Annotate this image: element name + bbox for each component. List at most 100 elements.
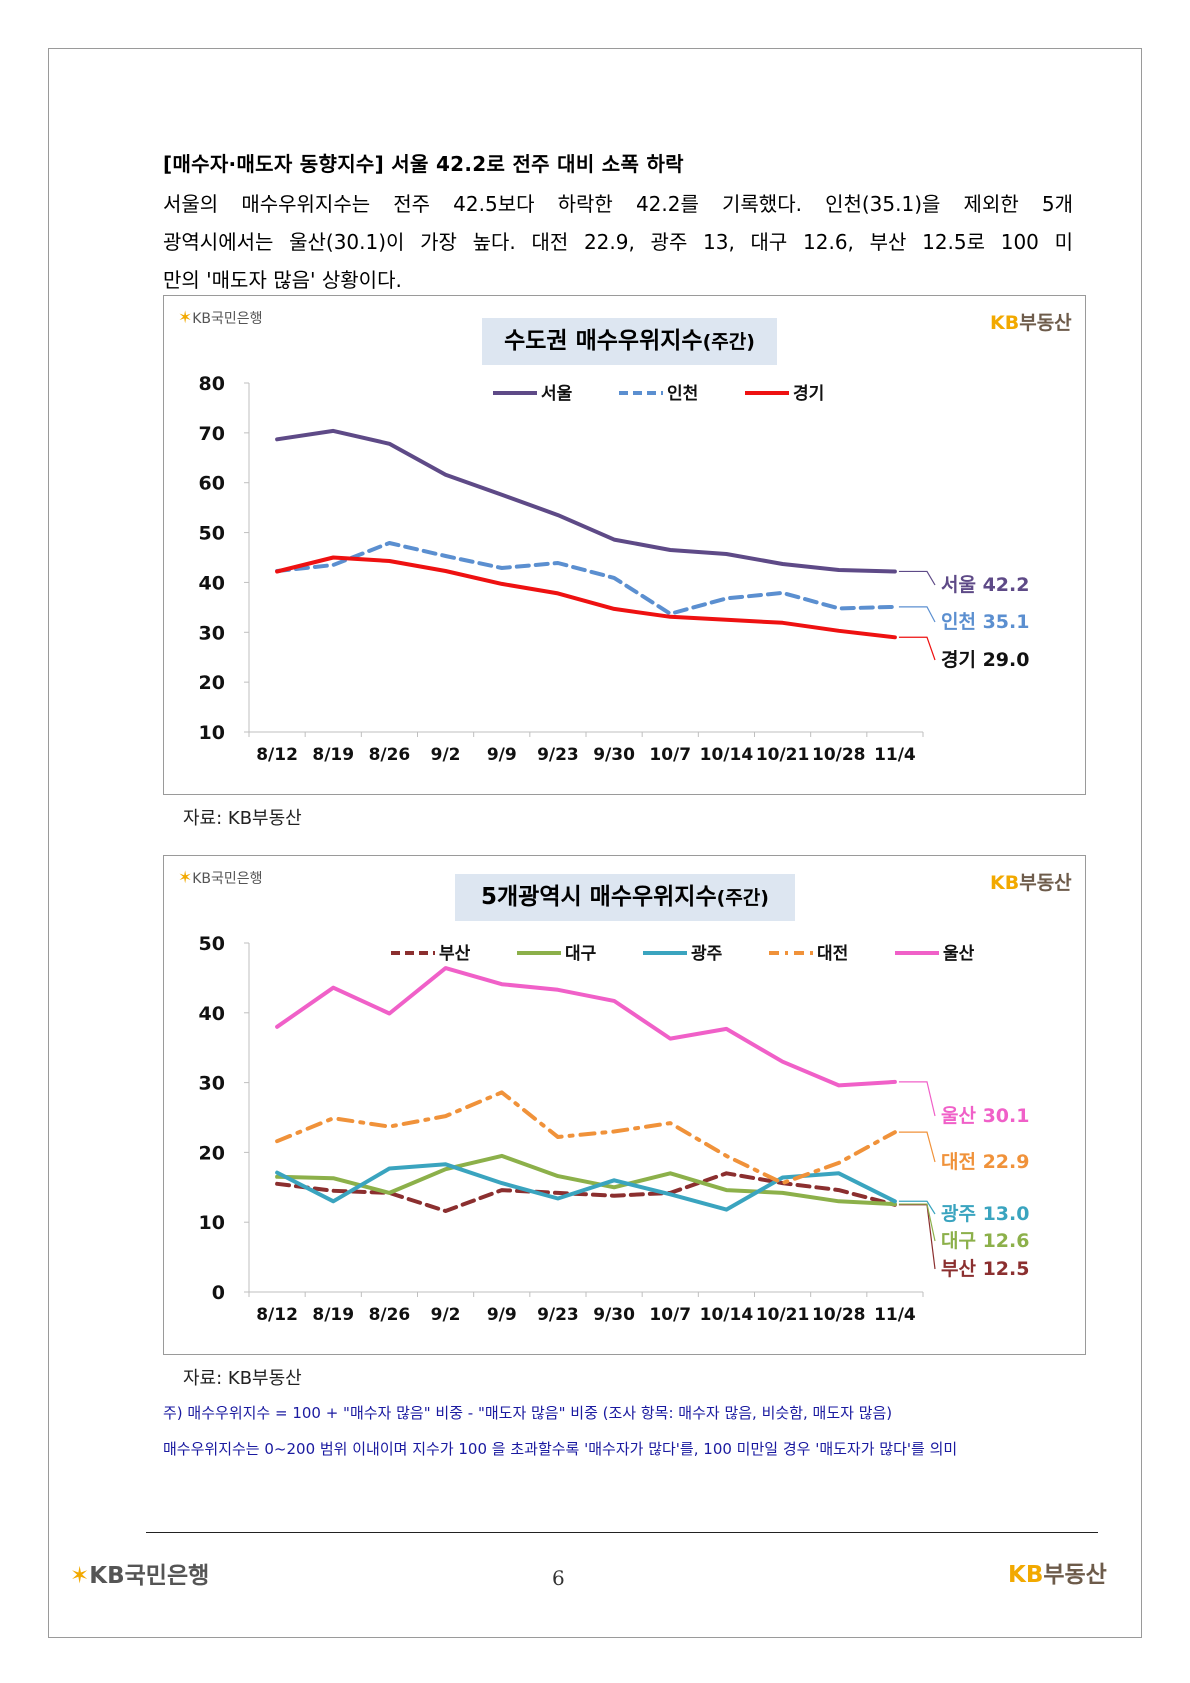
footer-kb-realestate-kr: 부동산 — [1043, 1562, 1107, 1588]
end-label-leader-울산 — [898, 1081, 936, 1117]
x-tick-label: 9/2 — [431, 1305, 461, 1325]
end-label-광주: 광주 13.0 — [941, 1203, 1029, 1225]
end-label-인천: 인천 35.1 — [941, 611, 1029, 633]
footer-kb-realestate-logo: KB부동산 — [1008, 1555, 1107, 1589]
x-tick-label: 11/4 — [874, 745, 916, 765]
x-tick-label: 11/4 — [874, 1305, 916, 1325]
kb-bank-logo-text: KB국민은행 — [192, 311, 263, 327]
footnote-formula: 주) 매수우위지수 = 100 + "매수자 많음" 비중 - "매도자 많음"… — [163, 1404, 893, 1422]
series-line-광주 — [275, 1162, 897, 1212]
chart-1-title-main: 수도권 매수우위지수 — [504, 328, 703, 354]
chart-2-source: 자료: KB부동산 — [183, 1368, 302, 1389]
x-tick-label: 9/30 — [593, 745, 635, 765]
y-tick-label: 30 — [199, 1073, 225, 1095]
paragraph-line-2: 광역시에서는 울산(30.1)이 가장 높다. 대전 22.9, 광주 13, … — [163, 230, 1073, 254]
chart-2-title-main: 5개광역시 매수우위지수 — [481, 884, 717, 910]
end-label-leader-인천 — [898, 606, 936, 623]
page-border — [48, 48, 1142, 1638]
kb-bank-logo-text: KB국민은행 — [192, 871, 263, 887]
y-tick-label: 40 — [199, 572, 225, 594]
x-tick-label: 8/26 — [369, 745, 411, 765]
kb-realestate-logo-kr: 부동산 — [1019, 312, 1072, 334]
y-tick-label: 70 — [199, 423, 225, 445]
legend-label-대전: 대전 — [817, 944, 848, 964]
kb-bank-logo-chart1: ✶KB국민은행 — [178, 308, 263, 328]
legend-label-서울: 서울 — [541, 384, 573, 404]
footer-kb-bank-text: KB국민은행 — [89, 1563, 210, 1589]
x-tick-label: 9/23 — [537, 745, 579, 765]
chart-1-svg: 10 20 30 40 50 60 70 80 8/12 8/19 8/26 9/2 9/9 9/23 9/… — [199, 373, 1030, 765]
y-tick-label: 10 — [199, 1212, 225, 1234]
end-label-대구: 대구 12.6 — [941, 1230, 1029, 1252]
kb-realestate-logo-chart1: KB부동산 — [990, 308, 1072, 335]
series-line-대구 — [275, 1153, 897, 1207]
footer-kb-realestate-kb: KB — [1008, 1562, 1044, 1588]
end-label-서울: 서울 42.2 — [941, 574, 1029, 596]
end-label-leader-대전 — [898, 1131, 936, 1163]
end-label-울산: 울산 30.1 — [941, 1105, 1029, 1127]
x-tick-label: 10/21 — [756, 745, 810, 765]
footer-divider — [146, 1532, 1098, 1533]
series-line-경기 — [275, 555, 897, 640]
x-tick-label: 9/23 — [537, 1305, 579, 1325]
footer-kb-bank-logo: ✶KB국민은행 — [70, 1556, 209, 1590]
legend-label-광주: 광주 — [691, 944, 723, 964]
chart-2-svg: 0 10 20 30 40 50 8/12 8/19 8/26 9/2 9/9 9/23 9/30 10/… — [199, 933, 1030, 1325]
x-tick-label: 9/30 — [593, 1305, 635, 1325]
end-label-경기: 경기 29.0 — [941, 649, 1029, 671]
chart-1-title: 수도권 매수우위지수(주간) — [482, 318, 777, 365]
x-tick-label: 8/26 — [369, 1305, 411, 1325]
y-tick-label: 50 — [199, 933, 225, 955]
y-tick-label: 20 — [199, 1142, 225, 1164]
x-tick-label: 8/12 — [256, 745, 298, 765]
chart-1-frame — [163, 295, 1086, 795]
x-tick-label: 10/7 — [649, 1305, 691, 1325]
footnote-range: 매수우위지수는 0~200 범위 이내이며 지수가 100 을 초과할수록 '매… — [163, 1440, 958, 1458]
legend-label-부산: 부산 — [439, 944, 471, 964]
x-tick-label: 10/28 — [812, 745, 866, 765]
y-tick-label: 40 — [199, 1003, 225, 1025]
y-tick-label: 50 — [199, 523, 225, 545]
end-label-leader-서울 — [898, 570, 936, 586]
x-tick-label: 8/12 — [256, 1305, 298, 1325]
x-tick-label: 8/19 — [312, 1305, 354, 1325]
legend-label-경기: 경기 — [793, 384, 824, 404]
legend-label-울산: 울산 — [943, 944, 975, 964]
series-line-인천 — [275, 541, 897, 616]
x-tick-label: 10/7 — [649, 745, 691, 765]
y-tick-label: 10 — [199, 722, 225, 744]
chart-1-source: 자료: KB부동산 — [183, 808, 302, 829]
kb-star-icon: ✶ — [178, 868, 193, 888]
x-tick-label: 10/14 — [700, 745, 754, 765]
y-tick-label: 0 — [212, 1282, 225, 1304]
y-tick-label: 60 — [199, 473, 225, 495]
legend-label-대구: 대구 — [565, 944, 597, 964]
end-label-대전: 대전 22.9 — [941, 1151, 1029, 1173]
chart-2-title: 5개광역시 매수우위지수(주간) — [455, 874, 795, 921]
y-tick-label: 80 — [199, 373, 225, 395]
series-line-부산 — [275, 1171, 897, 1213]
kb-realestate-logo-chart2: KB부동산 — [990, 868, 1072, 895]
series-line-서울 — [275, 428, 897, 574]
paragraph-line-3: 만의 '매도자 많음' 상황이다. — [163, 268, 402, 292]
end-label-leader-광주 — [898, 1200, 936, 1215]
x-tick-label: 10/21 — [756, 1305, 810, 1325]
x-tick-label: 9/9 — [487, 1305, 517, 1325]
end-label-leader-경기 — [898, 636, 936, 661]
end-label-leader-대구 — [898, 1203, 936, 1242]
page-number: 6 — [552, 1566, 565, 1590]
series-line-울산 — [275, 966, 897, 1088]
chart-1-title-small: (주간) — [702, 331, 755, 353]
y-tick-label: 20 — [199, 672, 225, 694]
legend-label-인천: 인천 — [667, 384, 698, 404]
x-tick-label: 9/2 — [431, 745, 461, 765]
x-tick-label: 10/28 — [812, 1305, 866, 1325]
kb-realestate-logo-kb: KB — [990, 312, 1020, 334]
kb-star-icon: ✶ — [70, 1563, 90, 1589]
kb-bank-logo-chart2: ✶KB국민은행 — [178, 868, 263, 888]
x-tick-label: 8/19 — [312, 745, 354, 765]
section-heading: [매수자·매도자 동향지수] 서울 42.2로 전주 대비 소폭 하락 — [163, 152, 684, 176]
x-tick-label: 9/9 — [487, 745, 517, 765]
kb-realestate-logo-kb: KB — [990, 872, 1020, 894]
kb-star-icon: ✶ — [178, 308, 193, 328]
